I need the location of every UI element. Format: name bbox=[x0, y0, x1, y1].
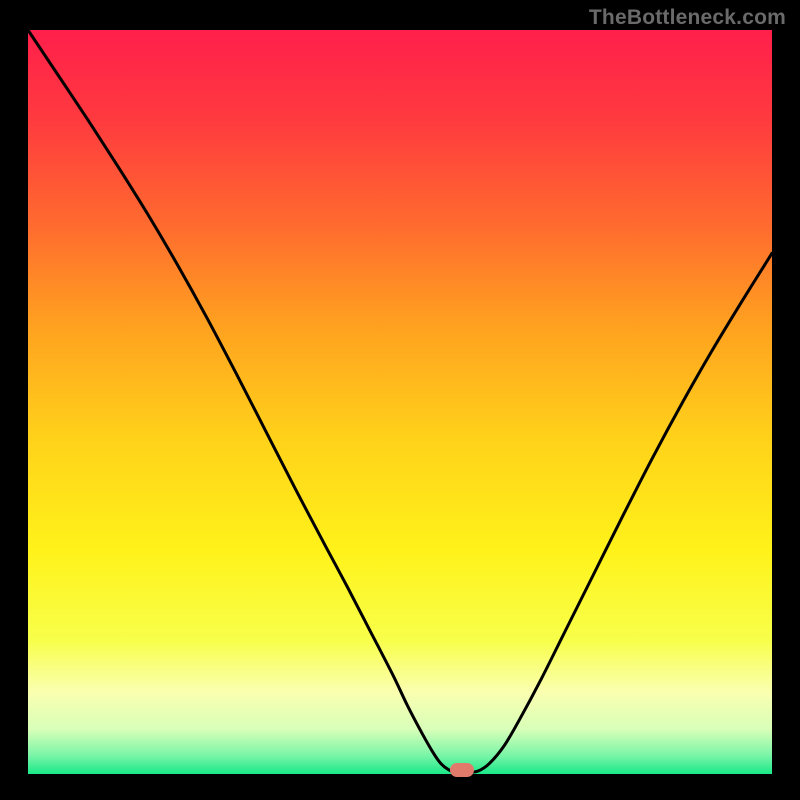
plot-area bbox=[28, 30, 772, 774]
chart-frame: TheBottleneck.com bbox=[0, 0, 800, 800]
watermark-text: TheBottleneck.com bbox=[589, 6, 786, 30]
curve-line bbox=[28, 30, 772, 774]
minimum-marker bbox=[450, 763, 474, 777]
